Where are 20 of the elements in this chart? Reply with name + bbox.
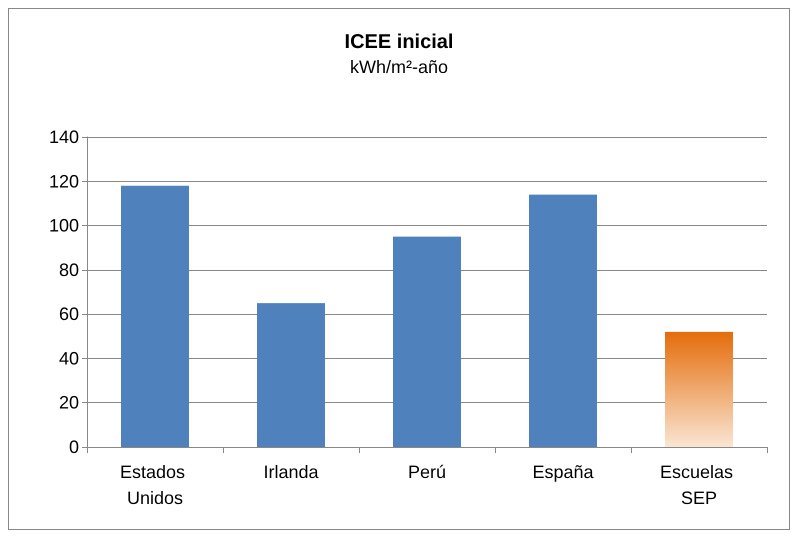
x-tick-label: Estados Unidos: [120, 462, 190, 508]
bar: [121, 186, 189, 447]
x-tick-label: Irlanda: [263, 462, 320, 482]
chart-title: ICEE inicial: [344, 31, 454, 53]
bar: [257, 303, 325, 447]
y-tick-label: 20: [58, 392, 79, 413]
y-tick-label: 0: [68, 437, 79, 457]
x-tick-label: Escuelas SEP: [660, 462, 738, 508]
y-tick-label: 80: [58, 260, 79, 280]
x-tick-label: España: [532, 462, 595, 482]
y-tick-label: 60: [58, 304, 79, 324]
y-tick-label: 120: [48, 171, 79, 192]
bar: [393, 236, 461, 447]
bar: [529, 194, 597, 447]
x-tick-label: Perú: [408, 462, 446, 482]
y-tick-label: 100: [48, 216, 79, 236]
bar: [665, 332, 733, 447]
y-tick-label: 140: [48, 127, 79, 147]
chart-subtitle: kWh/m²-año: [350, 57, 448, 77]
y-tick-label: 40: [58, 348, 79, 368]
